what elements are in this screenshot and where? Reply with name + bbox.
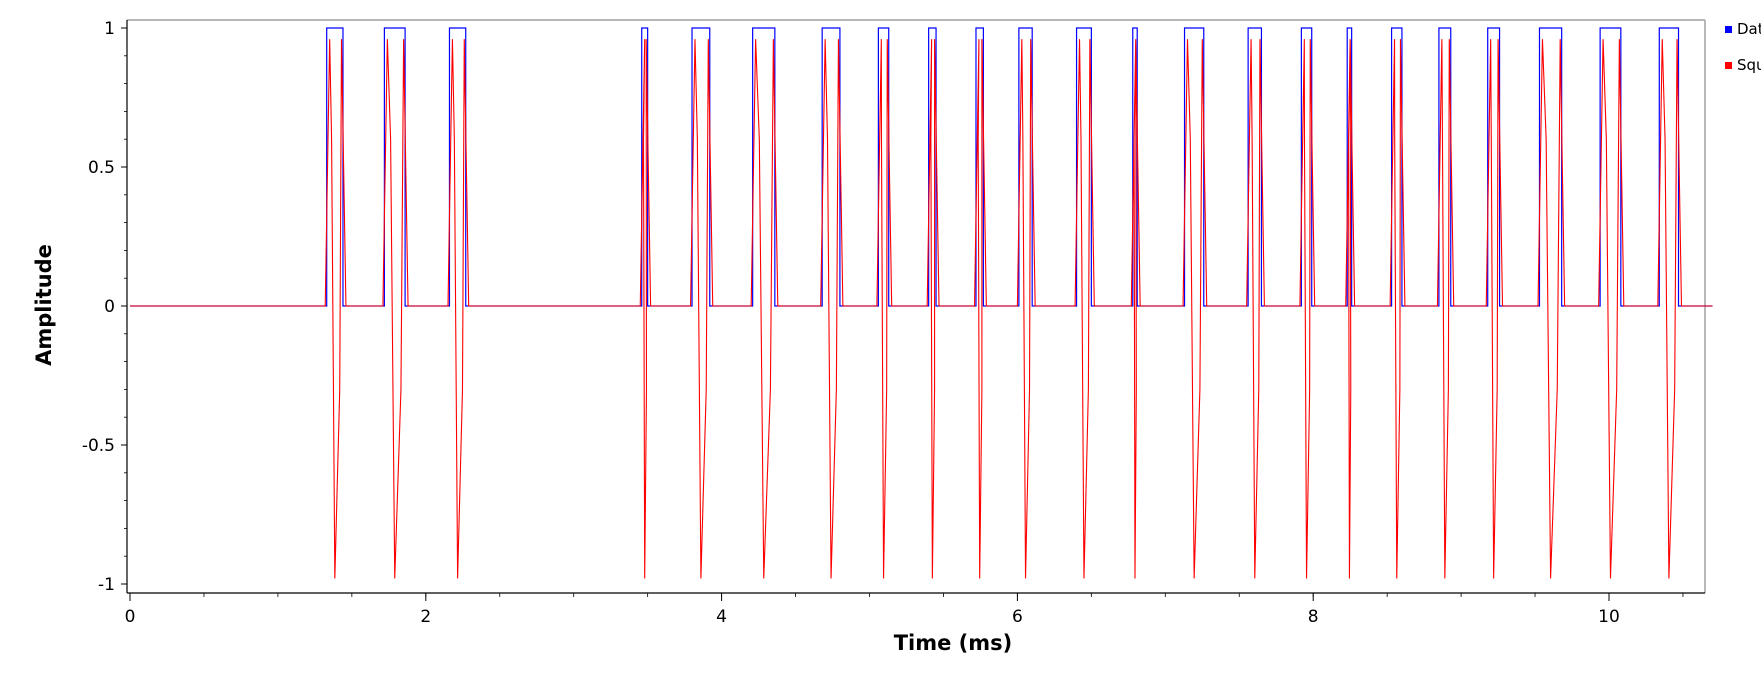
x-tick-label: 10 (1598, 607, 1620, 627)
y-tick-label: -0.5 (82, 436, 115, 456)
y-tick-label: 1 (104, 19, 115, 39)
y-tick-label: 0.5 (88, 158, 115, 178)
y-tick-label: 0 (104, 297, 115, 317)
series-line-dat (130, 27, 1713, 307)
x-axis-title: Time (ms) (894, 631, 1013, 655)
series-layer (130, 27, 1713, 579)
y-tick-label: -1 (98, 575, 115, 595)
legend-swatch (1725, 26, 1732, 33)
x-tick-label: 6 (1012, 607, 1023, 627)
x-tick-label: 0 (125, 607, 136, 627)
series-line-squ (130, 39, 1713, 579)
legend: Dat Squ (1725, 20, 1761, 74)
x-tick-label: 2 (420, 607, 431, 627)
x-tick-label: 8 (1308, 607, 1319, 627)
axes-layer: 1 0.5 0 -0.5 -1 0 2 4 6 8 10 (82, 19, 1705, 627)
x-tick-label: 4 (716, 607, 727, 627)
legend-label: Squ (1737, 56, 1761, 74)
y-axis-title: Amplitude (32, 244, 56, 366)
legend-label: Dat (1737, 20, 1761, 38)
legend-swatch (1725, 62, 1732, 69)
